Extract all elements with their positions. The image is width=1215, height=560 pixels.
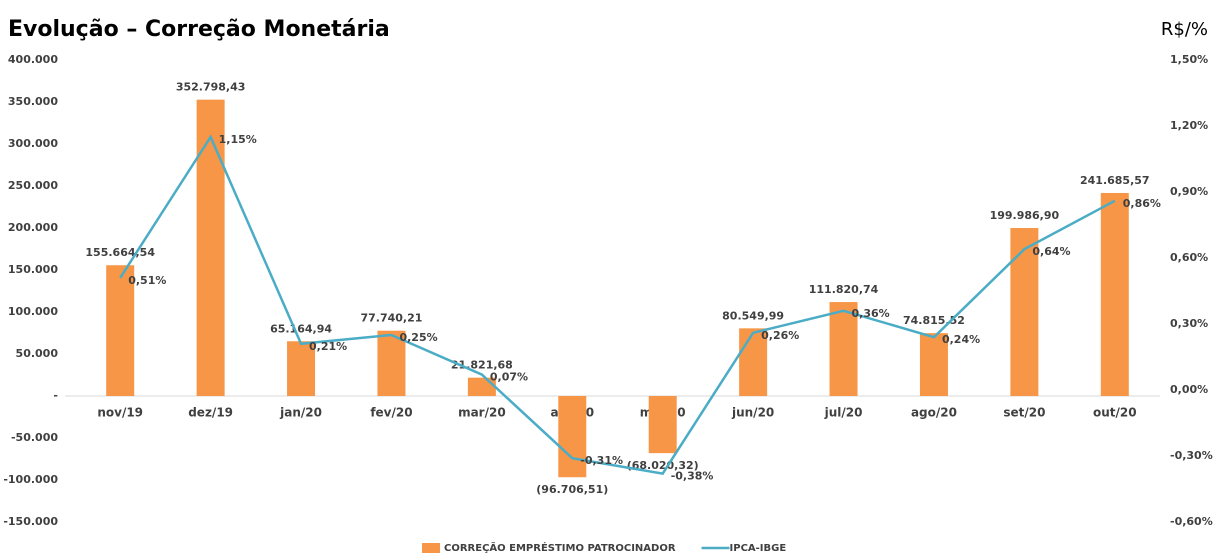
y-tick-label: 300.000 xyxy=(8,137,58,150)
legend-label: CORREÇÃO EMPRÉSTIMO PATROCINADOR xyxy=(444,541,676,554)
y-tick-label: 250.000 xyxy=(8,179,58,192)
line-value-label: 0,51% xyxy=(128,274,166,287)
x-tick-label: jan/20 xyxy=(279,406,322,420)
bar-value-label: 352.798,43 xyxy=(176,81,246,94)
bar-value-label: 65.164,94 xyxy=(270,322,332,335)
bar xyxy=(1010,228,1039,396)
y-tick-label: -100.000 xyxy=(3,473,58,486)
bar xyxy=(1100,192,1129,396)
bar-value-label: 241.685,57 xyxy=(1080,174,1150,187)
bar xyxy=(377,330,406,396)
bar xyxy=(196,99,225,396)
x-tick-label: nov/19 xyxy=(97,406,143,420)
y-tick-label: 150.000 xyxy=(8,263,58,276)
bar xyxy=(919,333,948,396)
line xyxy=(119,134,1116,475)
x-tick-label: jul/20 xyxy=(824,406,863,420)
bar-value-label: (68.020,32) xyxy=(627,459,699,472)
bar xyxy=(287,341,316,396)
chart-title: Evolução – Correção Monetária xyxy=(8,17,390,42)
line-value-label: 0,25% xyxy=(399,331,437,344)
y2-tick-label: 1,50% xyxy=(1170,53,1208,66)
y-tick-label: 50.000 xyxy=(16,347,59,360)
bar-value-label: 80.549,99 xyxy=(722,309,784,322)
y2-tick-label: 0,00% xyxy=(1170,383,1208,396)
x-tick-label: set/20 xyxy=(1003,406,1045,420)
x-tick-label: mar/20 xyxy=(458,406,506,420)
bar-value-label: 111.820,74 xyxy=(809,283,879,296)
y-tick-label: 100.000 xyxy=(8,305,58,318)
y2-tick-label: 0,60% xyxy=(1170,251,1208,264)
y2-tick-label: 0,30% xyxy=(1170,317,1208,330)
x-tick-label: jun/20 xyxy=(731,406,774,420)
y-tick-label: 400.000 xyxy=(8,53,58,66)
bar-value-label: 199.986,90 xyxy=(990,209,1060,222)
y-tick-label: 350.000 xyxy=(8,95,58,108)
unit-label: R$/% xyxy=(1161,19,1208,40)
y2-tick-label: 1,20% xyxy=(1170,119,1208,132)
x-tick-label: out/20 xyxy=(1093,406,1137,420)
line-value-label: 0,86% xyxy=(1123,197,1161,210)
line-value-label: -0,38% xyxy=(671,470,714,483)
legend-label: IPCA-IBGE xyxy=(730,543,787,554)
line-value-label: 0,64% xyxy=(1032,245,1070,258)
line-value-label: 0,36% xyxy=(852,307,890,320)
line-value-label: -0,31% xyxy=(580,454,623,467)
legend-swatch xyxy=(422,543,440,553)
x-tick-label: dez/19 xyxy=(188,406,233,420)
bar xyxy=(739,328,768,396)
line-value-label: 0,24% xyxy=(942,333,980,346)
y-tick-label: - xyxy=(53,389,58,402)
y2-tick-label: -0,30% xyxy=(1170,449,1213,462)
bar xyxy=(648,396,677,454)
bar xyxy=(829,302,858,396)
line-value-label: 1,15% xyxy=(219,133,257,146)
y-tick-label: -150.000 xyxy=(3,515,58,528)
bar-value-label: 77.740,21 xyxy=(360,312,422,325)
y-tick-label: 200.000 xyxy=(8,221,58,234)
x-tick-label: ago/20 xyxy=(911,406,957,420)
line-value-label: 0,26% xyxy=(761,329,799,342)
y-tick-label: -50.000 xyxy=(11,431,58,444)
x-tick-label: fev/20 xyxy=(370,406,412,420)
bar xyxy=(558,396,587,478)
y2-tick-label: -0,60% xyxy=(1170,515,1213,528)
bar xyxy=(106,265,135,396)
bar-value-label: (96.706,51) xyxy=(536,483,608,496)
line-value-label: 0,07% xyxy=(490,371,528,384)
line-value-label: 0,21% xyxy=(309,340,347,353)
y2-tick-label: 0,90% xyxy=(1170,185,1208,198)
bar-value-label: 155.664,54 xyxy=(85,246,155,259)
bar-value-label: 74.815,52 xyxy=(903,314,965,327)
